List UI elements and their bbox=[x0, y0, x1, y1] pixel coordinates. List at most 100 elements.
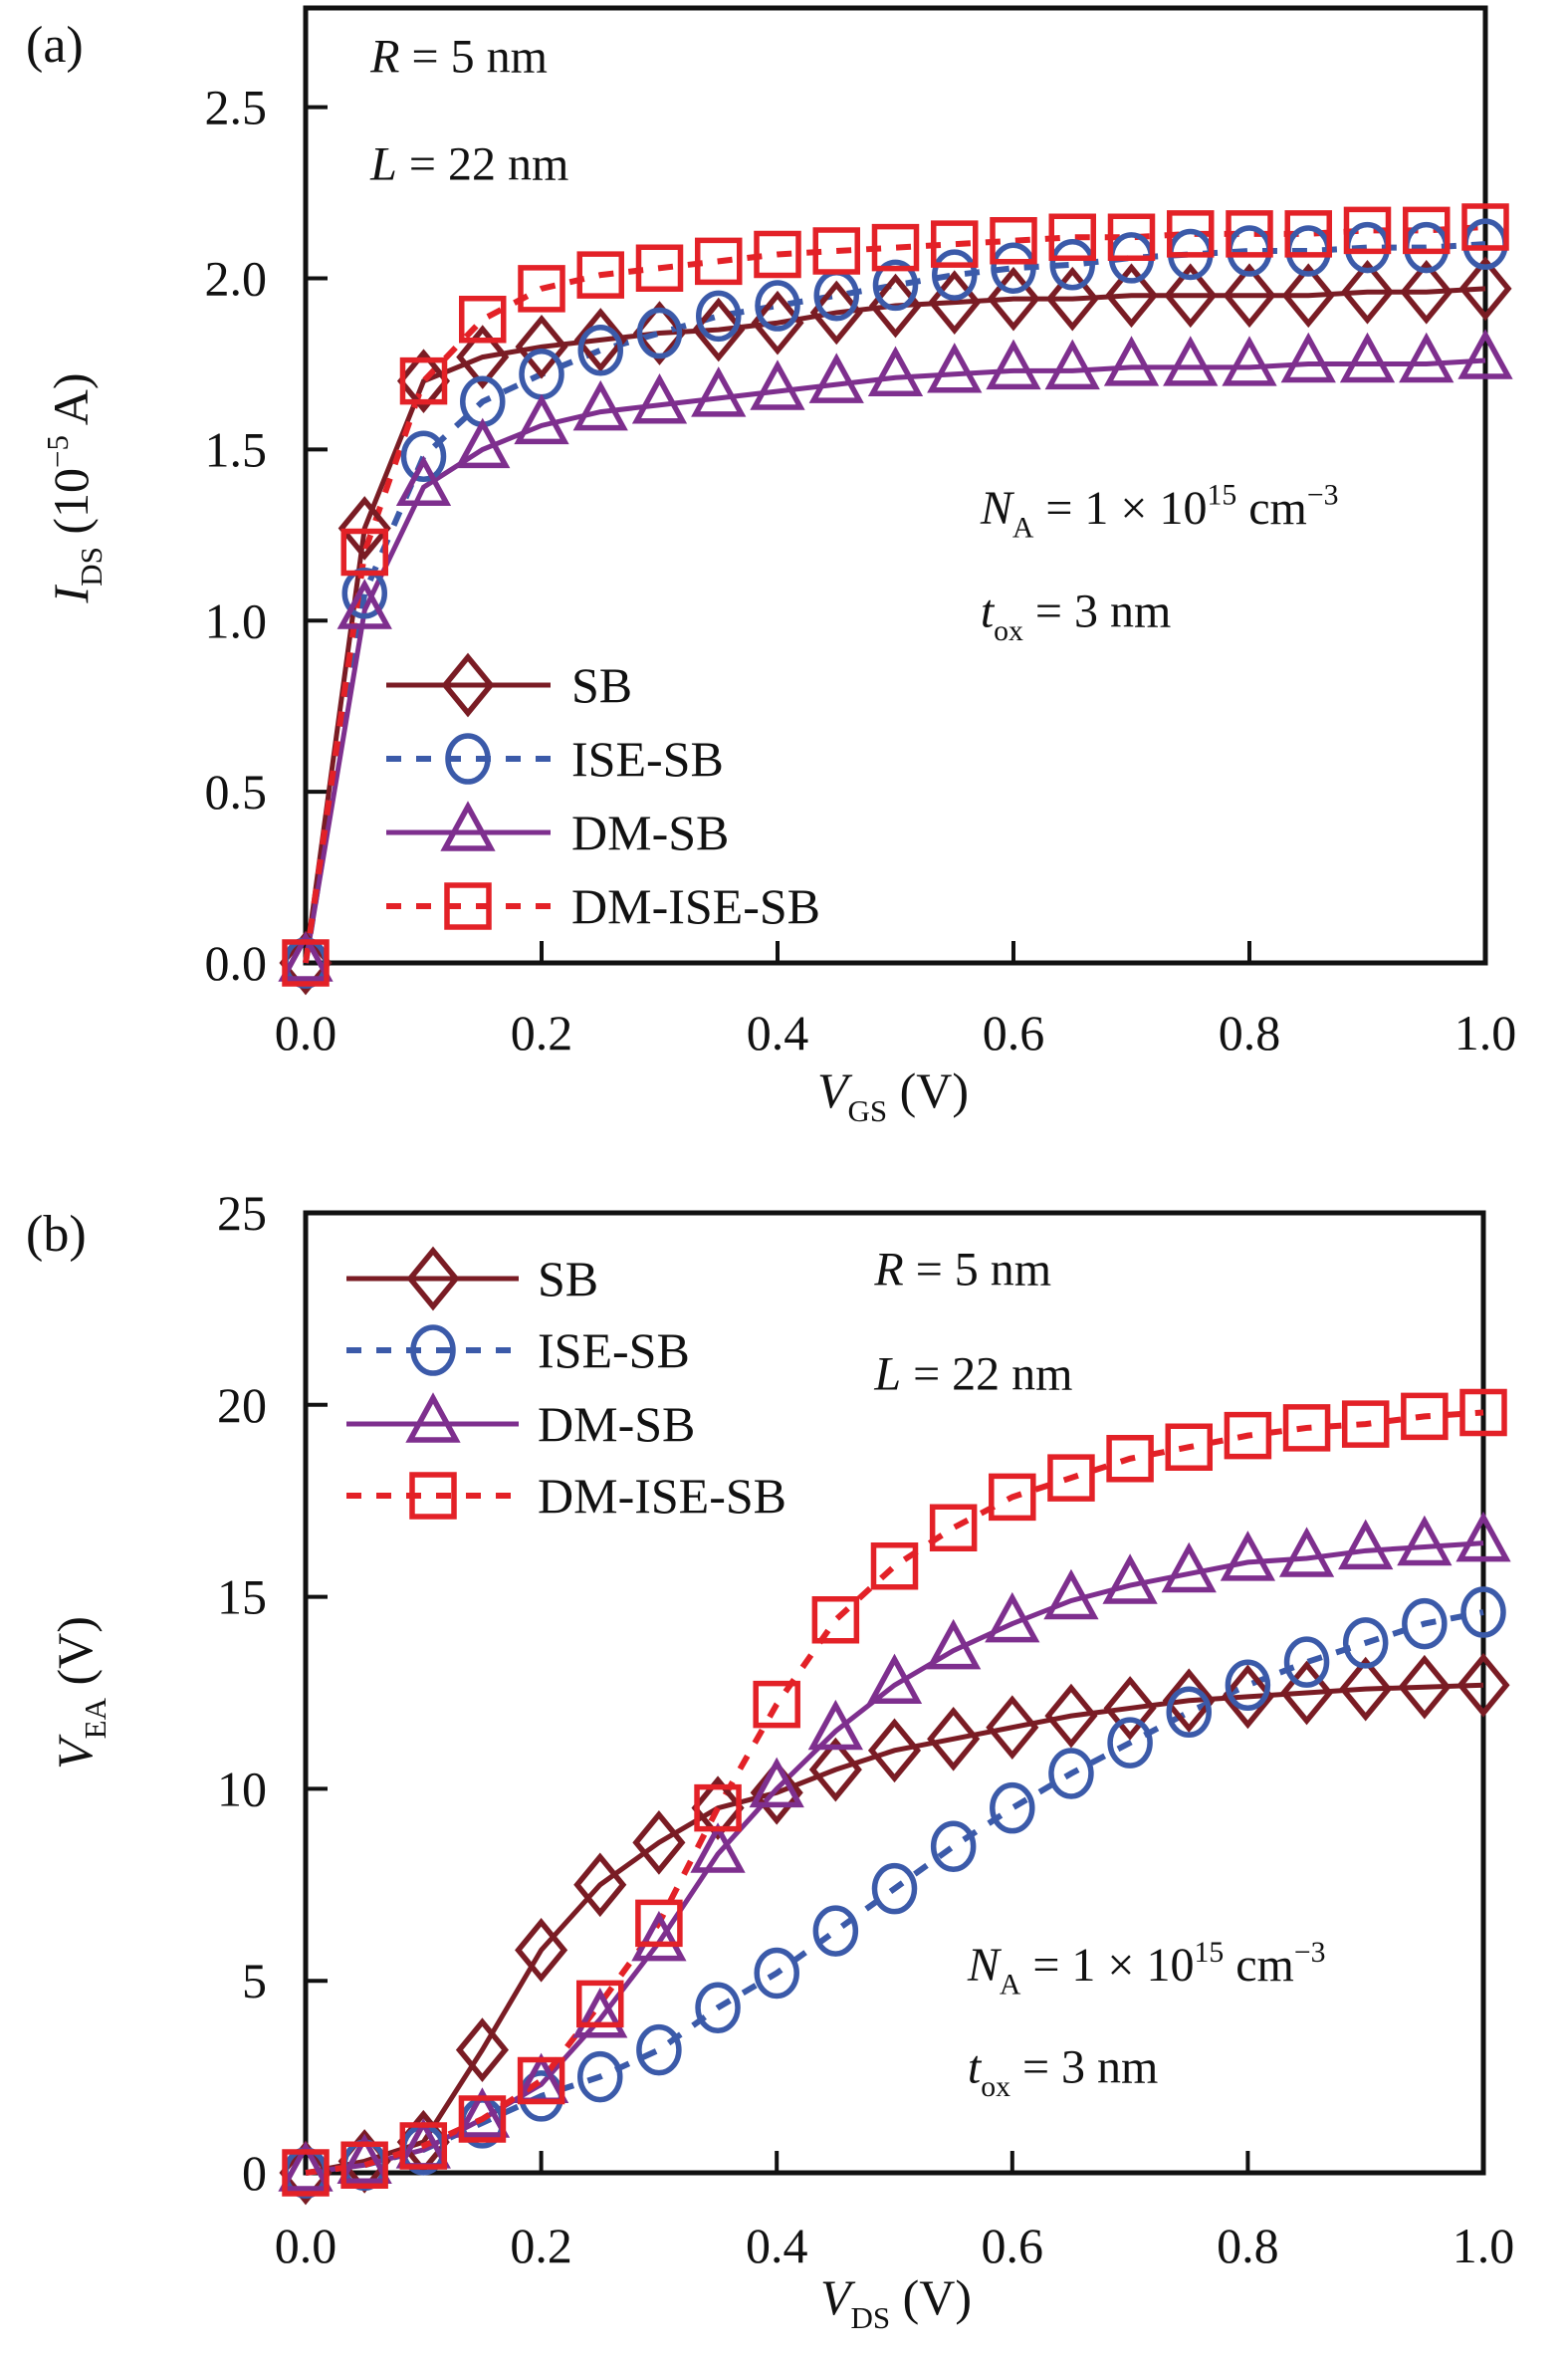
circle-marker bbox=[1048, 1748, 1094, 1799]
y-tick-label: 0 bbox=[242, 2145, 267, 2201]
triangle-marker bbox=[1397, 1515, 1453, 1566]
x-tick-label: 0.6 bbox=[983, 1005, 1045, 1061]
plot-frame bbox=[303, 5, 1488, 966]
annotation-2: NA = 1 × 1015 cm−3 bbox=[967, 1936, 1326, 2002]
circle-marker bbox=[1342, 1617, 1389, 1669]
diamond-marker bbox=[692, 297, 746, 362]
series-line-sb bbox=[303, 286, 1486, 964]
legend-item-dm-sb: DM-SB bbox=[386, 801, 729, 860]
circle-marker bbox=[754, 1947, 799, 2000]
square-marker bbox=[871, 223, 920, 272]
diamond-marker bbox=[515, 314, 568, 379]
square-marker bbox=[811, 1595, 860, 1644]
square-marker bbox=[1047, 1454, 1095, 1502]
triangle-marker bbox=[1222, 336, 1277, 386]
triangle-marker bbox=[1338, 1519, 1394, 1570]
legend-item-sb: SB bbox=[386, 652, 632, 718]
series-markers-sb bbox=[279, 1652, 1510, 2206]
triangle-marker bbox=[927, 343, 983, 393]
triangle-marker bbox=[1278, 1527, 1335, 1577]
diamond-marker bbox=[396, 349, 451, 413]
triangle-marker bbox=[572, 1988, 628, 2038]
square-marker bbox=[1107, 213, 1156, 262]
triangle-marker bbox=[1457, 329, 1513, 379]
annotation-0: R = 5 nm bbox=[369, 30, 548, 83]
square-marker bbox=[399, 356, 448, 405]
annotation-3: tox = 3 nm bbox=[968, 2040, 1158, 2102]
diamond-marker bbox=[1104, 263, 1159, 329]
y-axis-title: IDS (10−5 A) bbox=[40, 373, 109, 604]
diamond-marker bbox=[455, 2017, 510, 2082]
triangle-marker bbox=[807, 1699, 863, 1751]
diamond-marker bbox=[337, 496, 391, 561]
y-tick-label: 1.5 bbox=[205, 421, 268, 477]
square-marker bbox=[409, 1472, 457, 1520]
square-marker bbox=[990, 216, 1037, 265]
circle-marker bbox=[636, 307, 683, 359]
series-markers-dm-ise-sb bbox=[282, 1388, 1507, 2197]
legend: SB ISE-SB DM-SB DM-ISE-SB bbox=[386, 652, 820, 934]
square-marker bbox=[635, 1899, 683, 1948]
circle-marker bbox=[1225, 1659, 1271, 1712]
diamond-marker bbox=[632, 1810, 686, 1875]
y-axis-title: VEA (V) bbox=[47, 1616, 112, 1769]
legend-label: ISE-SB bbox=[571, 731, 724, 787]
x-tick-label: 1.0 bbox=[1453, 2218, 1515, 2273]
legend: SB ISE-SB DM-SB DM-ISE-SB bbox=[346, 1246, 786, 1524]
square-marker bbox=[929, 1504, 978, 1551]
triangle-marker bbox=[278, 931, 334, 982]
triangle-marker bbox=[1339, 332, 1396, 383]
y-tick-label: 10 bbox=[217, 1761, 267, 1816]
series-line-dm-sb bbox=[303, 357, 1486, 964]
circle-marker bbox=[991, 242, 1036, 294]
triangle-marker bbox=[455, 417, 511, 469]
diamond-marker bbox=[632, 301, 687, 365]
y-tick-label: 15 bbox=[217, 1569, 267, 1625]
triangle-marker bbox=[808, 353, 864, 403]
series-markers-dm-ise-sb bbox=[282, 203, 1509, 987]
legend-item-sb: SB bbox=[346, 1246, 598, 1311]
y-tick-label: 0.5 bbox=[205, 764, 268, 820]
circle-marker bbox=[410, 1324, 456, 1376]
circle-marker bbox=[577, 2050, 623, 2103]
annotation-2: NA = 1 × 1015 cm−3 bbox=[980, 479, 1339, 545]
square-marker bbox=[1106, 1435, 1154, 1483]
legend-label: SB bbox=[571, 657, 632, 713]
triangle-marker bbox=[405, 1392, 461, 1443]
triangle-marker bbox=[1456, 1511, 1511, 1562]
square-marker bbox=[694, 1783, 742, 1832]
circle-marker bbox=[990, 1781, 1035, 1834]
square-marker bbox=[576, 1980, 624, 2028]
diamond-marker bbox=[1103, 1676, 1157, 1741]
triangle-marker bbox=[336, 579, 392, 629]
diamond-marker bbox=[573, 1852, 627, 1918]
triangle-marker bbox=[750, 359, 805, 410]
triangle-marker bbox=[631, 372, 688, 424]
circle-marker bbox=[577, 324, 623, 376]
square-marker bbox=[754, 230, 801, 279]
square-marker bbox=[1165, 1423, 1213, 1471]
triangle-marker bbox=[572, 379, 628, 431]
triangle-marker bbox=[336, 2133, 392, 2185]
y-tick-label: 2.5 bbox=[205, 80, 268, 135]
x-axis-title: VDS (V) bbox=[820, 2269, 972, 2335]
diamond-marker bbox=[1340, 259, 1395, 325]
triangle-marker bbox=[1163, 336, 1219, 386]
triangle-marker bbox=[440, 801, 496, 851]
diamond-marker bbox=[1162, 1668, 1216, 1734]
square-marker bbox=[989, 1473, 1036, 1522]
diamond-marker bbox=[1398, 1654, 1452, 1720]
legend-item-dm-ise-sb: DM-ISE-SB bbox=[346, 1468, 786, 1524]
square-marker bbox=[1401, 1392, 1449, 1441]
triangle-marker bbox=[1220, 1531, 1276, 1581]
diamond-marker bbox=[1456, 1652, 1510, 1718]
circle-marker bbox=[341, 568, 387, 619]
triangle-marker bbox=[749, 1757, 804, 1808]
circle-marker bbox=[872, 259, 919, 312]
diamond-marker bbox=[279, 930, 333, 996]
square-marker bbox=[1167, 210, 1215, 258]
legend-item-ise-sb: ISE-SB bbox=[346, 1322, 690, 1378]
diamond-marker bbox=[1458, 256, 1512, 322]
circle-marker bbox=[1402, 1597, 1448, 1650]
diamond-marker bbox=[1223, 263, 1276, 329]
